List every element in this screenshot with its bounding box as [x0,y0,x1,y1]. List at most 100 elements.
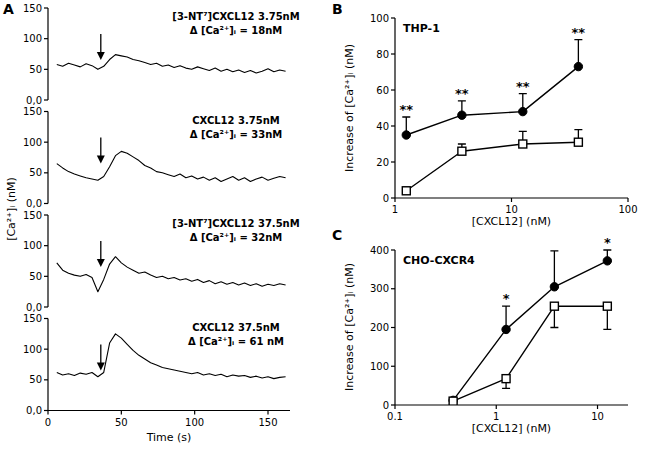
y-tick [44,111,48,112]
y-tick-label: 80 [376,49,389,60]
annotation: Δ [Ca²⁺]ᵢ = 32nM [190,232,283,243]
chart: 0,0 50 100 150 [Ca²⁺]ᵢ (nM) [3-NT⁷]CXCL12 3.7… [5,3,300,241]
y-tick [391,89,395,90]
y-tick [44,7,48,8]
y-tick [391,53,395,54]
x-tick-label: 10 [505,204,518,215]
x-tick-label: 10 [591,411,604,422]
y-tick-label: 0,0 [26,95,42,106]
y-axis [47,319,48,411]
x-tick-label: 100 [185,417,204,428]
y-tick-label: 50 [29,64,42,75]
y-tick-label: 50 [29,374,42,385]
marker [574,62,582,70]
y-tick [391,366,395,367]
y-tick [391,288,395,289]
y-tick [44,203,48,204]
plot-area [402,40,582,195]
y-tick-label: 50 [29,271,42,282]
y-tick-label: 100 [23,137,42,148]
plot-area [57,151,286,181]
annotation: [3-NT⁷]CXCL12 3.75nM [172,11,299,22]
y-tick-label: 100 [23,240,42,251]
y-tick-label: 100 [370,361,389,372]
y-tick [44,142,48,143]
x-tick-label: 100 [618,204,637,215]
stimulus-arrow [97,345,105,371]
y-tick-label: 150 [23,210,42,221]
y-tick [391,327,395,328]
y-tick-label: 150 [23,3,42,14]
panel-label: C [332,227,342,243]
marker [402,131,410,139]
arrow-head [97,259,105,267]
y-axis [47,8,48,100]
significance-label: ** [572,25,586,40]
x-tick-label: 1 [493,411,499,422]
x-axis [395,404,628,405]
y-axis-label: Increase of [Ca²⁺]ᵢ (nM) [343,263,356,391]
marker [458,147,466,155]
series-line [57,334,286,379]
marker [603,302,611,310]
series-line [406,67,578,135]
y-tick [44,172,48,173]
arrow-head [97,156,105,164]
x-tick [511,198,512,202]
plot-area [449,250,612,405]
y-tick-label: 60 [376,85,389,96]
x-tick [597,405,598,409]
x-axis-label: [CXCL12] (nM) [472,215,551,228]
x-tick [267,411,268,415]
x-tick-label: 0 [45,417,51,428]
chart: 0,050100150CXCL12 3.75nMΔ [Ca²⁺]ᵢ = 33nM [23,106,286,209]
annotation: CXCL12 3.75nM [192,115,280,126]
chart-title: THP-1 [403,22,440,35]
x-tick-label: 50 [115,417,128,428]
x-tick-label: 150 [258,417,277,428]
chart-title: CHO-CXCR4 [403,254,475,267]
x-tick [47,411,48,415]
x-tick-label: 1 [392,204,398,215]
plot-area [57,257,286,292]
y-tick [44,379,48,380]
x-axis-label: [CXCL12] (nM) [472,422,551,435]
x-tick [394,198,395,202]
series-line [453,261,607,401]
significance-label: ** [516,79,530,94]
y-tick [44,38,48,39]
x-axis [48,410,290,411]
significance-label: * [503,291,510,306]
y-axis-label: [Ca²⁺]ᵢ (nM) [5,177,18,241]
y-axis [394,18,395,198]
y-tick [391,161,395,162]
stimulus-arrow [97,34,105,60]
marker [502,325,510,333]
x-tick [194,411,195,415]
y-tick [44,349,48,350]
y-tick-label: 100 [370,13,389,24]
marker [502,375,510,383]
marker [550,302,558,310]
series-line [453,306,607,401]
annotation: CXCL12 37.5nM [192,322,280,333]
marker [603,257,611,265]
series-line [406,142,578,191]
marker [574,138,582,146]
y-tick-label: 0 [383,400,389,411]
y-tick [44,245,48,246]
y-tick [391,125,395,126]
y-tick-label: 100 [23,344,42,355]
y-axis [47,215,48,307]
marker [519,107,527,115]
arrow-head [97,363,105,371]
y-tick-label: 200 [370,322,389,333]
y-tick [44,276,48,277]
x-tick-label: 0.1 [387,411,403,422]
arrow-shaft [100,138,101,158]
x-tick [121,411,122,415]
y-axis [47,112,48,204]
significance-label: * [604,235,611,250]
y-tick-label: 100 [23,33,42,44]
plot-area [57,334,286,379]
